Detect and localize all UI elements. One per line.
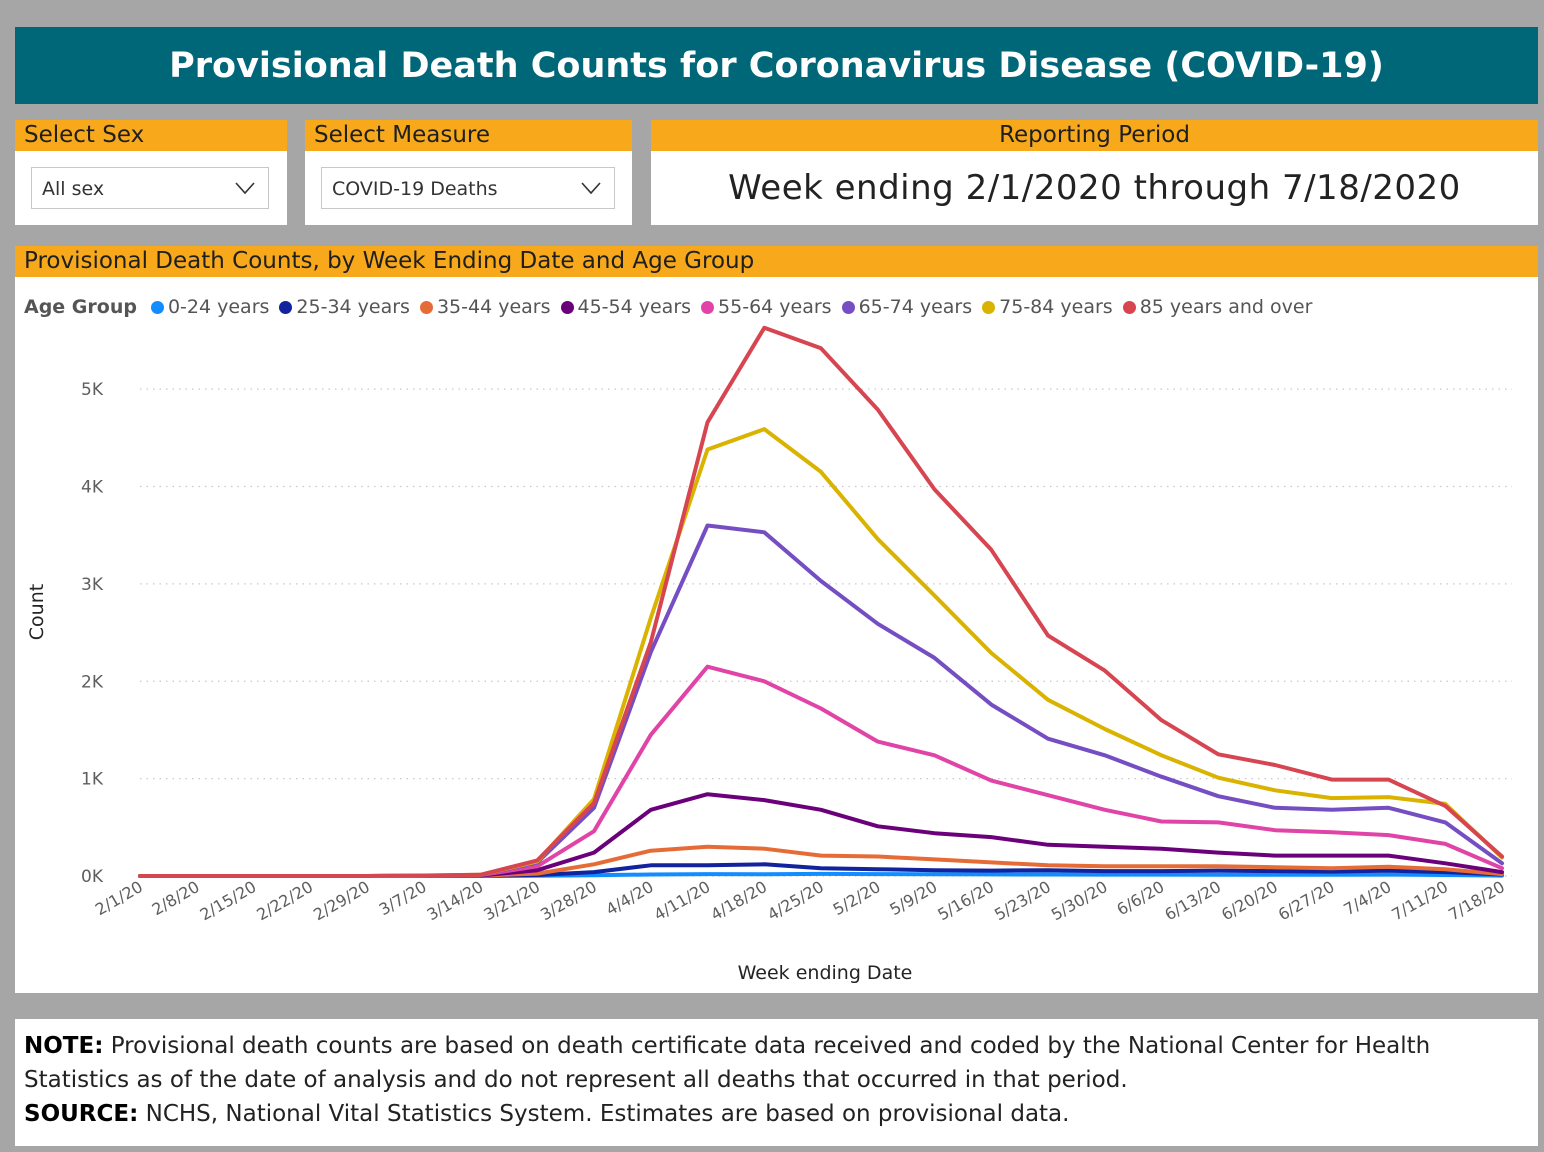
chart-panel: Provisional Death Counts, by Week Ending… <box>15 246 1538 993</box>
y-tick-label: 0K <box>81 867 104 887</box>
y-tick-label: 5K <box>81 380 104 400</box>
measure-dropdown-value: COVID-19 Deaths <box>332 178 498 200</box>
reporting-period-value: Week ending 2/1/2020 through 7/18/2020 <box>728 168 1461 208</box>
x-tick-label: 7/18/20 <box>1445 877 1508 924</box>
legend-label: 25-34 years <box>296 296 410 318</box>
series-line-65-74-years[interactable] <box>138 523 1504 878</box>
x-tick-label: 5/16/20 <box>934 877 997 924</box>
legend-label: 75-84 years <box>999 296 1113 318</box>
x-tick-label: 2/8/20 <box>149 877 203 919</box>
x-tick-label: 3/7/20 <box>376 877 430 919</box>
legend-dot-icon <box>419 300 433 314</box>
footnote: NOTE: Provisional death counts are based… <box>15 1019 1538 1146</box>
legend-dot-icon <box>982 300 996 314</box>
y-tick-label: 3K <box>81 575 104 595</box>
legend-dot-icon <box>150 300 164 314</box>
x-tick-label: 5/30/20 <box>1048 877 1111 924</box>
sex-filter-label: Select Sex <box>15 120 287 151</box>
legend-label: 35-44 years <box>436 296 551 318</box>
x-tick-label: 2/29/20 <box>310 877 373 924</box>
legend-dot-icon <box>560 300 574 314</box>
x-tick-label: 3/14/20 <box>424 877 487 924</box>
dashboard-title: Provisional Death Counts for Coronavirus… <box>15 27 1538 104</box>
source-label: SOURCE: <box>24 1101 139 1127</box>
y-tick-label: 4K <box>81 478 104 498</box>
y-tick-label: 1K <box>81 770 104 790</box>
x-tick-label: 4/4/20 <box>603 877 657 919</box>
legend-item[interactable]: 35-44 years <box>419 296 551 318</box>
note-paragraph: NOTE: Provisional death counts are based… <box>24 1029 1529 1097</box>
legend-item[interactable]: 45-54 years <box>560 296 692 318</box>
source-text: NCHS, National Vital Statistics System. … <box>138 1101 1070 1127</box>
source-paragraph: SOURCE: NCHS, National Vital Statistics … <box>24 1097 1529 1131</box>
legend-title: Age Group <box>24 296 137 318</box>
x-tick-label: 6/6/20 <box>1113 877 1167 919</box>
reporting-period-label: Reporting Period <box>651 120 1538 151</box>
x-tick-label: 6/13/20 <box>1161 877 1224 924</box>
legend-label: 85 years and over <box>1139 296 1313 318</box>
sex-dropdown[interactable]: All sex <box>31 167 269 209</box>
x-tick-label: 7/11/20 <box>1388 877 1451 924</box>
legend-dot-icon <box>279 300 293 314</box>
measure-dropdown[interactable]: COVID-19 Deaths <box>321 167 615 209</box>
line-chart: 0K 1K 2K 3K 4K 5K 2/1/20 2/8/202/15/202/22/202… <box>26 325 1512 984</box>
y-tick-label: 2K <box>81 672 104 692</box>
legend-dot-icon <box>1122 300 1136 314</box>
y-axis-label: Count <box>26 584 48 640</box>
x-axis-label: Week ending Date <box>738 962 913 984</box>
x-tick-label: 4/18/20 <box>707 877 770 924</box>
chevron-down-icon <box>235 182 255 195</box>
chart-title: Provisional Death Counts, by Week Ending… <box>15 246 1538 277</box>
legend-item[interactable]: 75-84 years <box>982 296 1113 318</box>
reporting-period-panel: Reporting Period Week ending 2/1/2020 th… <box>651 120 1538 225</box>
legend-dot-icon <box>841 300 855 314</box>
measure-filter-label: Select Measure <box>305 120 632 151</box>
legend-item[interactable]: 85 years and over <box>1122 296 1313 318</box>
x-tick-label: 6/20/20 <box>1218 877 1281 924</box>
legend-label: 55-64 years <box>718 296 832 318</box>
x-tick-label: 4/25/20 <box>764 877 827 924</box>
measure-filter-panel: Select Measure COVID-19 Deaths <box>305 120 632 225</box>
x-tick-label: 7/4/20 <box>1340 877 1394 919</box>
x-tick-label: 6/27/20 <box>1275 877 1338 924</box>
chevron-down-icon <box>581 182 601 195</box>
x-tick-label: 3/21/20 <box>480 877 543 924</box>
x-tick-label: 2/22/20 <box>253 877 316 924</box>
note-text: Provisional death counts are based on de… <box>24 1033 1431 1093</box>
y-axis: 0K 1K 2K 3K 4K 5K <box>81 380 104 887</box>
x-tick-label: 5/2/20 <box>830 877 884 919</box>
sex-filter-panel: Select Sex All sex <box>15 120 287 225</box>
legend-item[interactable]: 25-34 years <box>279 296 410 318</box>
x-tick-label: 5/23/20 <box>991 877 1054 924</box>
x-tick-label: 3/28/20 <box>537 877 600 924</box>
x-tick-label: 4/11/20 <box>651 877 714 924</box>
legend-label: 45-54 years <box>577 296 692 318</box>
legend-label: 65-74 years <box>858 296 973 318</box>
legend-dot-icon <box>701 300 715 314</box>
series-line-45-54-years[interactable] <box>138 792 1504 878</box>
legend-item[interactable]: 0-24 years <box>150 296 270 318</box>
legend-item[interactable]: 55-64 years <box>701 296 832 318</box>
series-lines <box>138 325 1504 878</box>
legend-label: 0-24 years <box>167 296 270 318</box>
series-line-85-years-and-over[interactable] <box>138 325 1504 878</box>
sex-dropdown-value: All sex <box>42 178 105 200</box>
gridlines <box>140 388 1512 877</box>
x-axis: 2/1/20 2/8/202/15/202/22/202/29/20 3/7/203… <box>92 877 1508 924</box>
chart-legend: Age Group 0-24 years 25-34 years 35-44 y… <box>24 296 1322 318</box>
note-label: NOTE: <box>24 1033 104 1059</box>
x-tick-label: 5/9/20 <box>886 877 940 919</box>
x-tick-label: 2/15/20 <box>197 877 260 924</box>
legend-item[interactable]: 65-74 years <box>841 296 973 318</box>
